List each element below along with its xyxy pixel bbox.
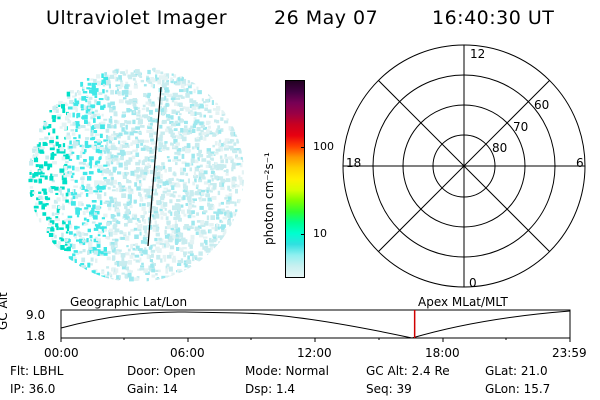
timeline-ticks — [60, 338, 571, 342]
time-label: 16:40:30 UT — [432, 7, 555, 29]
colorbar-tick-100 — [301, 147, 305, 148]
geographic-title: Geographic Lat/Lon — [70, 295, 188, 309]
info-seq: Seq: 39 — [366, 382, 412, 396]
colorbar-unit-label: photon cm⁻²s⁻¹ — [262, 152, 276, 245]
alt-max-label: 9.0 — [26, 308, 46, 322]
mlt-label-0: 0 — [469, 276, 477, 290]
info-ip: IP: 36.0 — [10, 382, 56, 396]
info-glat: GLat: 21.0 — [485, 364, 548, 378]
info-door: Door: Open — [127, 364, 196, 378]
uv-image-disk — [28, 66, 244, 282]
lat-label-60: 60 — [534, 98, 550, 112]
time-tick-3: 18:00 — [425, 346, 460, 360]
colorbar-label-10: 10 — [313, 227, 327, 240]
time-tick-1: 06:00 — [170, 346, 205, 360]
lat-label-80: 80 — [492, 141, 508, 155]
info-dsp: Dsp: 1.4 — [245, 382, 296, 396]
info-glon: GLon: 15.7 — [485, 382, 551, 396]
altitude-curve — [60, 310, 571, 339]
info-flt: Flt: LBHL — [10, 364, 64, 378]
colorbar-label-100: 100 — [313, 140, 334, 153]
info-mode: Mode: Normal — [245, 364, 329, 378]
mlt-label-18: 18 — [346, 156, 362, 170]
time-tick-0: 00:00 — [44, 346, 79, 360]
gc-alt-axis-label: GC Alt — [0, 292, 10, 330]
time-tick-2: 12:00 — [297, 346, 332, 360]
date-label: 26 May 07 — [274, 7, 379, 29]
color-scale-bar — [285, 80, 305, 278]
info-gain: Gain: 14 — [127, 382, 178, 396]
polar-grid — [342, 44, 586, 288]
polar-diagonal-2 — [378, 80, 550, 252]
alt-min-label: 1.8 — [26, 329, 46, 343]
info-gc-alt: GC Alt: 2.4 Re — [366, 364, 450, 378]
lat-label-70: 70 — [513, 120, 529, 134]
mlt-label-6: 6 — [576, 156, 584, 170]
instrument-title: Ultraviolet Imager — [46, 7, 228, 29]
time-tick-4: 23:59 — [552, 346, 587, 360]
apex-title: Apex MLat/MLT — [418, 295, 508, 309]
geographic-line — [147, 86, 162, 247]
colorbar-tick-10 — [301, 234, 305, 235]
mlt-label-12: 12 — [470, 47, 486, 61]
